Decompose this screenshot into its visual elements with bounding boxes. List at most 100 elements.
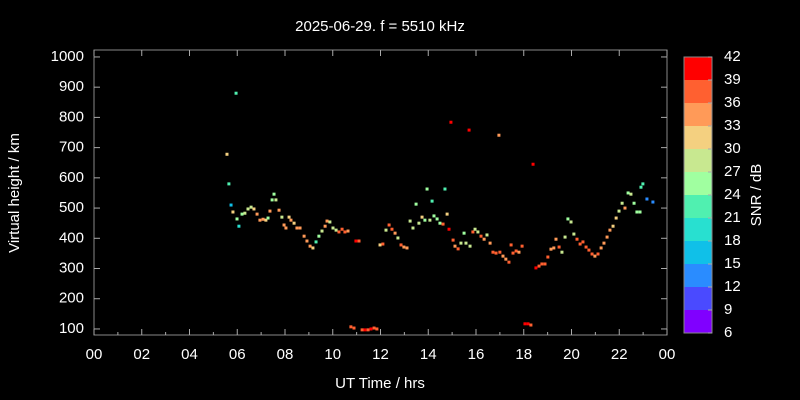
data-point	[584, 245, 588, 249]
data-point	[325, 219, 329, 223]
data-point	[476, 230, 480, 234]
data-point	[494, 251, 498, 255]
colorbar-band	[684, 126, 712, 149]
data-point	[360, 328, 364, 332]
data-point	[420, 215, 424, 219]
data-point	[566, 217, 570, 221]
data-point	[629, 192, 633, 196]
x-tick-label: 04	[181, 346, 198, 363]
y-tick-label: 800	[59, 108, 84, 125]
data-point	[488, 241, 492, 245]
data-point	[282, 223, 286, 227]
data-point	[523, 322, 527, 326]
data-point	[520, 244, 524, 248]
colorbar-tick-label: 12	[724, 278, 741, 295]
data-point	[289, 218, 293, 222]
data-point	[274, 198, 278, 202]
data-point	[423, 218, 427, 222]
data-point	[608, 228, 612, 232]
data-point	[632, 201, 636, 205]
data-point	[284, 226, 288, 230]
data-point	[381, 242, 385, 246]
data-point	[314, 240, 318, 244]
data-point	[438, 221, 442, 225]
data-point	[441, 222, 445, 226]
data-point	[641, 182, 645, 186]
colorbar-tick-label: 30	[724, 140, 741, 157]
colorbar-band	[684, 195, 712, 218]
data-point	[328, 220, 332, 224]
data-point	[638, 210, 642, 214]
data-point	[534, 266, 538, 270]
data-point	[337, 230, 341, 234]
y-tick-label: 500	[59, 199, 84, 216]
data-point	[602, 241, 606, 245]
data-point	[417, 221, 421, 225]
colorbar-label: SNR / dB	[748, 164, 765, 227]
colorbar-band	[684, 218, 712, 241]
data-point	[546, 255, 550, 259]
data-point	[453, 244, 457, 248]
data-point	[575, 237, 579, 241]
colorbar-band	[684, 264, 712, 287]
data-point	[473, 227, 477, 231]
data-point	[234, 91, 238, 95]
data-point	[340, 227, 344, 231]
data-point	[620, 201, 624, 205]
data-point	[593, 254, 597, 258]
data-point	[334, 228, 338, 232]
data-point	[425, 187, 429, 191]
data-point	[402, 245, 406, 249]
data-point	[482, 237, 486, 241]
data-point	[479, 234, 483, 238]
data-point	[229, 203, 233, 207]
data-point	[531, 162, 535, 166]
data-point	[270, 198, 274, 202]
data-point	[311, 246, 315, 250]
data-point	[272, 192, 276, 196]
data-point	[298, 226, 302, 230]
data-point	[369, 327, 373, 331]
data-point	[543, 262, 547, 266]
data-point	[323, 224, 327, 228]
data-point	[305, 239, 309, 243]
data-point	[393, 231, 397, 235]
data-point	[363, 328, 367, 332]
data-point	[456, 247, 460, 251]
data-point	[443, 187, 447, 191]
data-point	[261, 217, 265, 221]
x-tick-label: 22	[611, 346, 628, 363]
data-point	[378, 243, 382, 247]
x-tick-label: 12	[372, 346, 389, 363]
colorbar-band	[684, 103, 712, 126]
data-point	[357, 239, 361, 243]
data-point	[498, 250, 502, 254]
data-point	[249, 205, 253, 209]
data-point	[445, 212, 449, 216]
colorbar-band	[684, 172, 712, 195]
data-point	[375, 327, 379, 331]
y-tick-label: 700	[59, 139, 84, 156]
data-point	[517, 250, 521, 254]
data-point	[346, 229, 350, 233]
data-point	[501, 254, 505, 258]
data-point	[491, 250, 495, 254]
data-point	[651, 200, 655, 204]
data-point	[514, 249, 518, 253]
x-tick-label: 06	[229, 346, 246, 363]
data-point	[366, 328, 370, 332]
data-point	[504, 257, 508, 261]
data-point	[308, 244, 312, 248]
data-point	[390, 227, 394, 231]
y-tick-label: 400	[59, 229, 84, 246]
x-tick-label: 14	[420, 346, 437, 363]
data-point	[552, 246, 556, 250]
data-point	[428, 218, 432, 222]
x-tick-label: 18	[515, 346, 532, 363]
data-point	[447, 227, 451, 231]
data-point	[343, 230, 347, 234]
data-point	[596, 252, 600, 256]
